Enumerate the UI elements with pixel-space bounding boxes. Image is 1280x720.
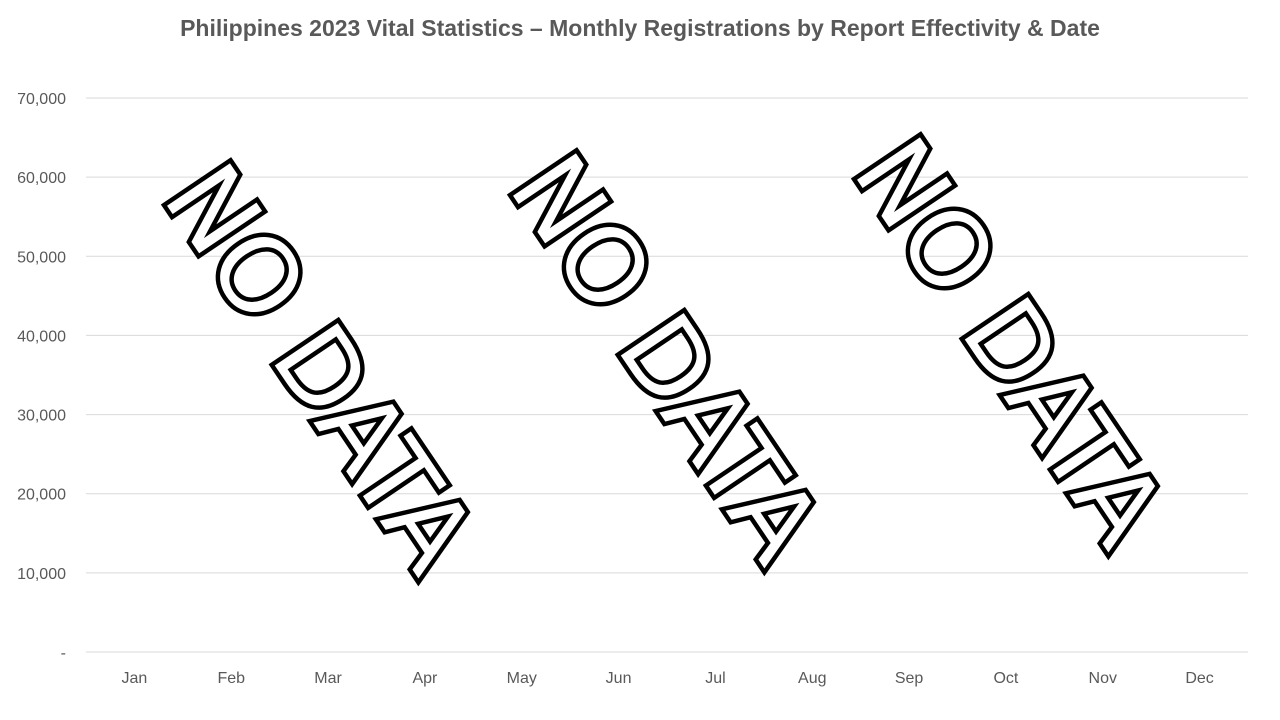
x-tick-label: Nov: [1089, 670, 1117, 687]
x-tick-label: Feb: [217, 670, 245, 687]
y-tick-label: 30,000: [17, 408, 66, 425]
x-tick-label: Oct: [993, 670, 1018, 687]
no-data-annotation: NO DATA: [487, 133, 846, 583]
x-tick-label: Apr: [412, 670, 438, 687]
x-tick-label: Sep: [895, 670, 924, 687]
x-tick-label: Jun: [606, 670, 632, 687]
x-tick-label: Aug: [798, 670, 826, 687]
y-tick-label: 60,000: [17, 170, 66, 187]
y-tick-label: 70,000: [17, 91, 66, 108]
x-tick-label: Dec: [1185, 670, 1213, 687]
y-tick-label: -: [61, 645, 66, 662]
x-tick-label: Jul: [705, 670, 725, 687]
x-tick-label: Mar: [314, 670, 342, 687]
y-tick-label: 50,000: [17, 249, 66, 266]
y-axis-ticks: - 10,000 20,000 30,000 40,000 50,000 60,000 70,…: [17, 91, 66, 662]
y-tick-label: 40,000: [17, 328, 66, 345]
y-tick-label: 20,000: [17, 487, 66, 504]
x-axis-ticks: Jan Feb Mar Apr May Jun Jul Aug Sep Oct Nov Dec: [122, 670, 1214, 687]
x-tick-label: Jan: [122, 670, 148, 687]
no-data-annotation: NO DATA: [831, 117, 1190, 567]
no-data-annotation: NO DATA: [141, 143, 500, 593]
chart-title: Philippines 2023 Vital Statistics – Mont…: [180, 15, 1100, 41]
y-tick-label: 10,000: [17, 566, 66, 583]
gridlines: [86, 97, 1248, 574]
x-tick-label: May: [507, 670, 537, 687]
